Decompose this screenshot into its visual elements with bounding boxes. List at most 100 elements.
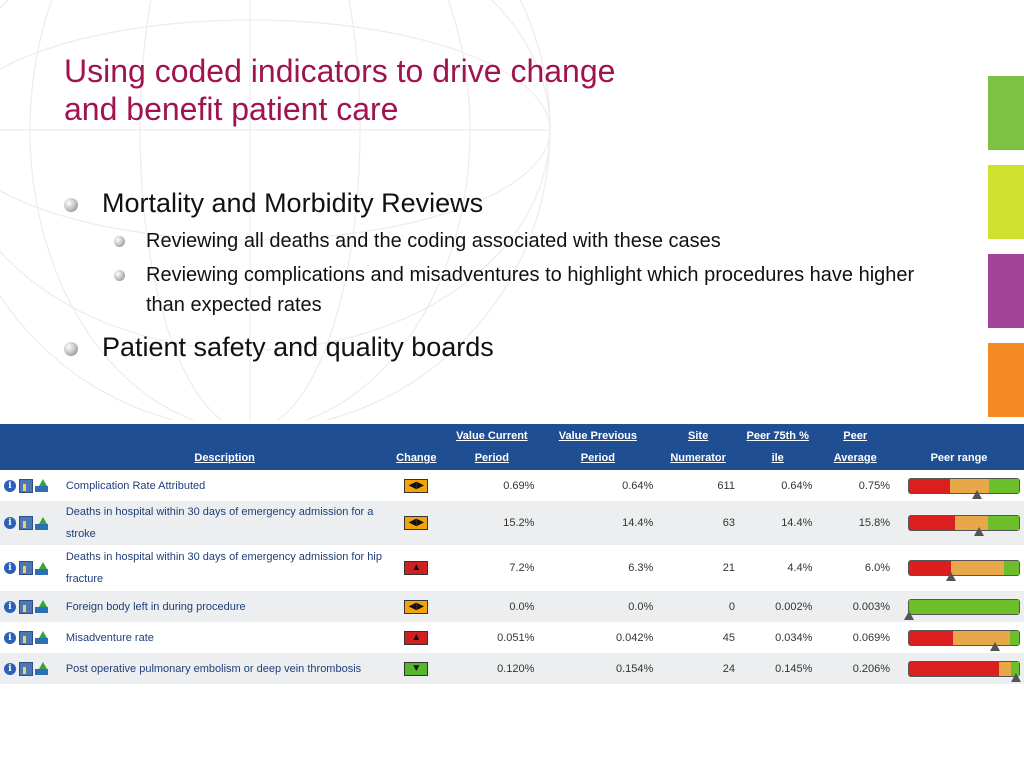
range-green-segment — [988, 516, 1019, 530]
peer-average: 6.0% — [864, 562, 890, 574]
table-row[interactable]: i Post operative pulmonary embolism or de… — [0, 653, 1024, 684]
change-cell: ▲ — [387, 622, 445, 653]
indicator-description[interactable]: Foreign body left in during procedure — [65, 600, 246, 613]
peer-range-cell — [894, 470, 1024, 501]
chart-icon[interactable] — [19, 516, 33, 530]
value-previous: 0.64% — [622, 479, 654, 492]
peer-average: 0.003% — [852, 600, 890, 613]
info-icon[interactable]: i — [4, 479, 16, 492]
peer-75th-header[interactable]: Peer 75th % ile — [746, 430, 809, 464]
chart-icon[interactable] — [19, 478, 33, 493]
site-numerator: 21 — [722, 562, 735, 574]
range-red-segment — [909, 661, 1000, 676]
export-icon[interactable] — [35, 662, 49, 675]
left-right-arrows-icon[interactable]: ◀▶ — [404, 516, 429, 530]
table-row[interactable]: i Complication Rate Attributed ◀▶ 0.69% 0.64… — [0, 470, 1024, 501]
info-icon[interactable]: i — [4, 600, 16, 613]
indicator-description[interactable]: Complication Rate Attributed — [65, 479, 206, 492]
info-icon[interactable]: i — [4, 631, 16, 644]
site-numerator: 24 — [722, 662, 735, 675]
peer-average: 0.069% — [852, 631, 890, 644]
export-icon[interactable] — [35, 561, 49, 575]
peer-75th: 0.002% — [775, 600, 813, 613]
info-icon[interactable]: i — [4, 562, 16, 574]
left-right-arrows-icon[interactable]: ◀▶ — [404, 478, 429, 493]
left-right-arrows-icon[interactable]: ◀▶ — [404, 599, 429, 614]
site-numerator: 63 — [722, 517, 735, 529]
chart-icon[interactable] — [19, 630, 33, 645]
range-red-segment — [909, 561, 951, 575]
indicator-description[interactable]: Post operative pulmonary embolism or dee… — [65, 662, 362, 675]
indicator-description[interactable]: Deaths in hospital within 30 days of eme… — [65, 506, 374, 540]
down-arrow-icon[interactable]: ▼ — [404, 661, 429, 676]
chart-icon[interactable] — [19, 599, 33, 614]
sub-bullet-item: Reviewing complications and misadventure… — [108, 260, 924, 320]
info-icon[interactable]: i — [4, 517, 16, 529]
value-previous: 0.154% — [615, 662, 654, 675]
site-numerator: 611 — [717, 479, 735, 492]
bullet-item: Mortality and Morbidity Reviews — [64, 186, 924, 220]
value-current: 0.051% — [497, 631, 535, 644]
value-previous: 6.3% — [628, 562, 654, 574]
range-green-segment — [1010, 630, 1019, 645]
indicator-description[interactable]: Deaths in hospital within 30 days of eme… — [65, 551, 382, 585]
export-icon[interactable] — [35, 479, 49, 492]
peer-range-header: Peer range — [930, 452, 988, 464]
peer-75th: 14.4% — [781, 517, 813, 529]
range-red-segment — [909, 630, 953, 645]
value-previous: 0.0% — [628, 600, 654, 613]
site-position-marker — [945, 572, 956, 581]
title-line-1: Using coded indicators to drive change — [64, 53, 616, 89]
change-cell: ◀▶ — [387, 591, 445, 622]
bullet-text: Patient safety and quality boards — [102, 332, 494, 362]
table-row[interactable]: i Misadventure rate ▲ 0.051% 0.042% 45 0.034% 0… — [0, 622, 1024, 653]
icons-header — [0, 424, 62, 470]
site-numerator-header[interactable]: Site Numerator — [670, 430, 726, 464]
value-previous: 0.042% — [615, 631, 654, 644]
value-current-header[interactable]: Value Current Period — [456, 430, 528, 464]
chart-icon[interactable] — [19, 561, 33, 575]
table-row[interactable]: i Deaths in hospital within 30 days of em… — [0, 501, 1024, 545]
export-icon[interactable] — [35, 600, 49, 613]
value-previous: 14.4% — [622, 517, 654, 529]
up-arrow-icon[interactable]: ▲ — [404, 630, 429, 645]
peer-range-cell — [894, 591, 1024, 622]
title-line-2: and benefit patient care — [64, 91, 399, 127]
peer-average-header[interactable]: Peer Average — [833, 430, 877, 464]
range-amber-segment — [950, 561, 1004, 575]
range-red-segment — [909, 478, 950, 493]
indicator-description[interactable]: Misadventure rate — [65, 631, 154, 644]
indicator-table: Description Change Value Current Period V… — [0, 424, 1024, 684]
export-icon[interactable] — [35, 631, 49, 644]
lime-stripe — [988, 165, 1024, 239]
table-row[interactable]: i Foreign body left in during procedure ◀▶… — [0, 591, 1024, 622]
change-header[interactable]: Change — [396, 452, 437, 464]
change-cell: ▼ — [387, 653, 445, 684]
peer-75th: 0.64% — [781, 479, 813, 492]
table-row[interactable]: i Deaths in hospital within 30 days of em… — [0, 545, 1024, 591]
row-icons: i — [0, 501, 62, 545]
export-icon[interactable] — [35, 516, 49, 530]
peer-range-bar — [908, 629, 1020, 651]
value-previous-header[interactable]: Value Previous Period — [558, 430, 637, 464]
peer-75th: 0.034% — [775, 631, 813, 644]
value-current: 0.0% — [509, 600, 535, 613]
info-icon[interactable]: i — [4, 662, 16, 675]
peer-range-cell — [894, 501, 1024, 545]
change-cell: ◀▶ — [387, 501, 445, 545]
bullet-dot-icon — [114, 236, 125, 247]
peer-average: 0.75% — [858, 479, 890, 492]
up-arrow-icon[interactable]: ▲ — [404, 561, 429, 575]
range-amber-segment — [955, 516, 989, 530]
range-amber-segment — [953, 630, 1011, 645]
value-current: 7.2% — [509, 562, 535, 574]
range-green-segment — [1011, 661, 1019, 676]
row-icons: i — [0, 470, 62, 501]
peer-range-bar — [908, 477, 1020, 499]
chart-icon[interactable] — [19, 661, 33, 676]
peer-range-bar — [908, 515, 1020, 536]
value-current: 0.69% — [503, 479, 535, 492]
value-current: 15.2% — [503, 517, 535, 529]
description-header[interactable]: Description — [194, 452, 255, 464]
bullet-list: Mortality and Morbidity Reviews Reviewin… — [64, 186, 924, 370]
